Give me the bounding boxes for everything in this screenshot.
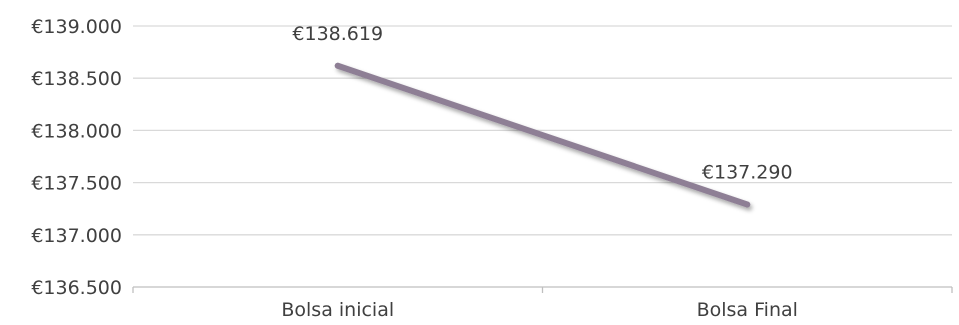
data-label: €138.619 — [292, 23, 383, 45]
y-tick-label: €138.500 — [31, 68, 122, 90]
data-point — [334, 62, 341, 69]
y-tick-label: €137.000 — [31, 225, 122, 247]
x-category-label: Bolsa inicial — [281, 299, 394, 321]
y-axis-tick-labels: €139.000 €138.500 €138.000 €137.500 €137.000… — [31, 16, 122, 299]
axes — [132, 286, 953, 293]
gridlines — [133, 25, 952, 236]
y-tick-label: €136.500 — [31, 277, 122, 299]
y-tick-label: €139.000 — [31, 16, 122, 38]
data-point — [744, 201, 751, 208]
y-tick-label: €138.000 — [31, 120, 122, 142]
x-category-label: Bolsa Final — [697, 299, 798, 321]
y-tick-label: €137.500 — [31, 173, 122, 195]
series-line — [334, 62, 751, 208]
x-axis-category-labels: Bolsa inicial Bolsa Final — [281, 299, 798, 321]
data-label: €137.290 — [702, 162, 793, 184]
data-labels: €138.619 €137.290 — [292, 23, 792, 184]
series — [334, 62, 751, 208]
